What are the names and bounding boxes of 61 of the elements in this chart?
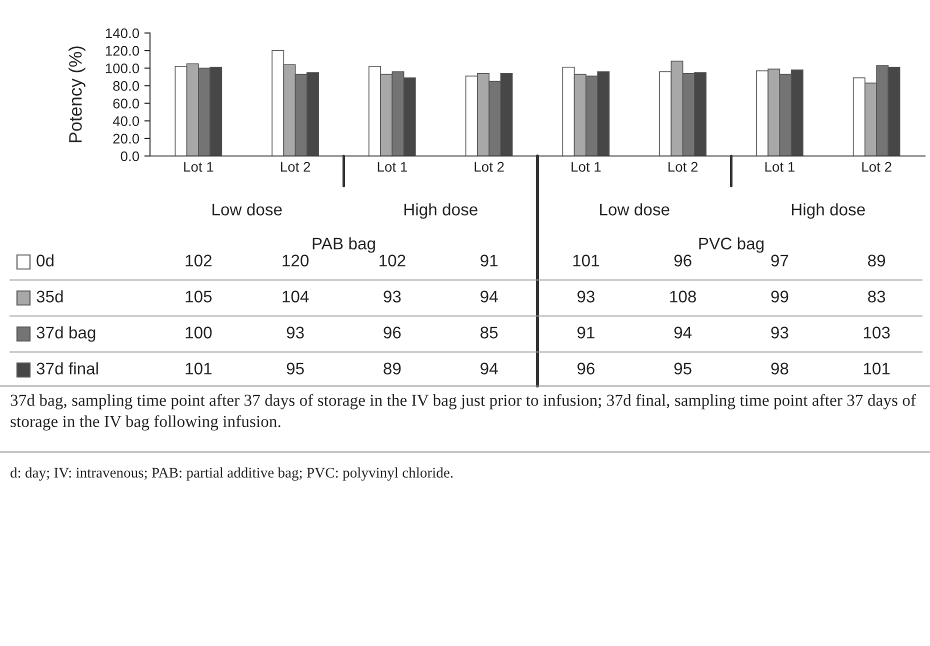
data-label: 89 bbox=[384, 362, 401, 374]
data-label: 99 bbox=[771, 290, 788, 302]
legend-label: 37d final bbox=[36, 362, 98, 374]
data-label: 96 bbox=[577, 362, 594, 374]
y-tick-label: 60.0 bbox=[113, 98, 140, 108]
data-label: 101 bbox=[864, 362, 890, 374]
y-tick-label: 140.0 bbox=[106, 28, 140, 38]
x-tick-label: Lot 2 bbox=[281, 162, 310, 172]
text: PAB bag bbox=[312, 237, 375, 253]
y-tick-label: 20.0 bbox=[113, 134, 140, 144]
legend-label: 35d bbox=[36, 290, 63, 302]
y-tick-label: 40.0 bbox=[112, 116, 140, 126]
y-tick-label: 100.0 bbox=[106, 63, 140, 74]
text: Low dose bbox=[212, 203, 282, 216]
legend-label: 37d bag bbox=[36, 326, 96, 342]
text: PVC bag bbox=[699, 237, 764, 253]
legend-label: 0d bbox=[36, 254, 54, 266]
text: High dose bbox=[792, 203, 865, 219]
x-tick-label: Lot 1 bbox=[765, 162, 794, 172]
x-tick-label: Lot 2 bbox=[668, 162, 698, 172]
data-label: 94 bbox=[480, 290, 498, 302]
text: 37d bag, sampling time point after 37 days of storage in the IV bag just prior to infusion; 37d final, sampling time point after 37 days of storage in the IV bag following infusion. bbox=[10, 394, 916, 431]
data-label: 93 bbox=[771, 326, 788, 338]
text: High dose bbox=[404, 203, 478, 219]
data-label: 91 bbox=[577, 326, 594, 338]
data-label: 93 bbox=[577, 290, 594, 302]
data-label: 102 bbox=[380, 254, 406, 266]
data-label: 100 bbox=[186, 326, 212, 338]
y-tick-label: 0.0 bbox=[120, 151, 140, 162]
y-tick-label: 120.0 bbox=[106, 46, 140, 56]
data-label: 98 bbox=[771, 362, 788, 374]
data-label: 102 bbox=[186, 254, 212, 266]
text: d: day; IV: intravenous; PAB: partial additive bag; PVC: polyvinyl chloride. bbox=[10, 467, 453, 481]
data-label: 96 bbox=[674, 254, 692, 266]
data-label: 83 bbox=[868, 290, 886, 302]
data-label: 91 bbox=[480, 254, 498, 266]
data-label: 93 bbox=[384, 290, 401, 302]
x-tick-label: Lot 2 bbox=[862, 162, 892, 172]
x-tick-label: Lot 2 bbox=[474, 162, 504, 172]
data-label: 101 bbox=[573, 254, 600, 266]
x-tick-label: Lot 1 bbox=[184, 162, 214, 172]
data-label: 94 bbox=[674, 326, 692, 338]
data-label: 120 bbox=[282, 254, 309, 266]
data-label: 108 bbox=[670, 290, 696, 302]
y-axis-title: Potency (%) bbox=[68, 46, 86, 142]
data-label: 94 bbox=[480, 362, 498, 374]
x-tick-label: Lot 1 bbox=[572, 162, 601, 172]
y-tick-label: 80.0 bbox=[113, 81, 140, 91]
data-label: 103 bbox=[864, 326, 890, 338]
data-label: 93 bbox=[286, 326, 304, 338]
data-label: 104 bbox=[282, 290, 309, 302]
data-label: 97 bbox=[771, 254, 788, 266]
data-label: 96 bbox=[384, 326, 401, 338]
data-label: 101 bbox=[186, 362, 212, 374]
data-label: 95 bbox=[286, 362, 304, 374]
text: Low dose bbox=[600, 203, 670, 216]
data-label: 95 bbox=[674, 362, 692, 374]
data-label: 85 bbox=[480, 326, 498, 338]
data-label: 89 bbox=[868, 254, 886, 266]
data-label: 105 bbox=[186, 290, 212, 302]
x-tick-label: Lot 1 bbox=[378, 162, 407, 172]
